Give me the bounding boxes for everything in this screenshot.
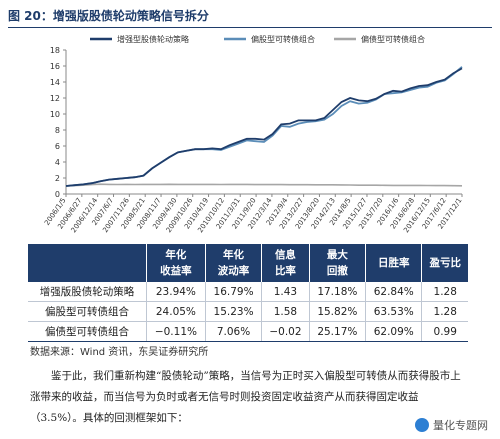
series-line-enhanced-strategy — [65, 67, 463, 187]
table-cell: 7.06% — [204, 321, 262, 342]
header-cell: 盈亏比 — [421, 244, 468, 282]
table-cell: 1.28 — [421, 282, 468, 302]
header-cell: 信息 比率 — [261, 244, 310, 282]
legend-label: 偏股型可转债组合 — [251, 34, 315, 44]
table-cell: 17.18% — [308, 282, 366, 302]
table-cell: 25.17% — [308, 321, 366, 342]
table-cell: 23.94% — [145, 282, 206, 302]
table-cell: 偏股型可转债组合 — [28, 301, 147, 322]
table-cell: −0.02 — [261, 321, 310, 342]
watermark-text: 量化专题网 — [433, 419, 488, 432]
table-cell: 24.05% — [145, 301, 206, 322]
table-row: 偏债型可转债组合 −0.11% 7.06% −0.02 25.17% 62.09… — [28, 321, 468, 342]
table-cell: 63.53% — [365, 301, 422, 322]
y-tick-label: 0 — [55, 190, 60, 199]
y-tick-label: 6 — [55, 142, 60, 151]
table-cell: 增强版股债轮动策略 — [28, 282, 147, 302]
table-header-row: 年化 收益率 年化 波动率 信息 比率 最大 回撤 日胜率 盈亏比 — [28, 244, 468, 282]
watermark-logo-icon — [415, 418, 429, 432]
table-cell: 15.23% — [204, 301, 262, 322]
table-cell: 15.82% — [308, 301, 366, 322]
table-cell: 62.09% — [365, 321, 422, 342]
table-cell: −0.11% — [145, 321, 206, 342]
table-cell: 偏债型可转债组合 — [28, 321, 147, 342]
data-source-note: 数据来源：Wind 资讯，东吴证券研究所 — [30, 347, 209, 358]
legend-label: 偏债型可转债组合 — [361, 34, 425, 44]
y-tick-label: 14 — [50, 78, 60, 87]
watermark: 量化专题网 — [415, 417, 488, 433]
y-tick-label: 10 — [50, 110, 60, 119]
y-tick-label: 4 — [55, 158, 60, 167]
table-row: 增强版股债轮动策略 23.94% 16.79% 1.43 17.18% 62.8… — [28, 282, 468, 302]
table-cell: 62.84% — [365, 282, 422, 302]
y-tick-label: 2 — [55, 174, 60, 183]
body-paragraph: 鉴于此，我们重新构建“股债轮动”策略，当信号为正时买入偏股型可转债从而获得股市上… — [30, 370, 461, 424]
header-cell: 年化 波动率 — [204, 244, 262, 282]
performance-table: 年化 收益率 年化 波动率 信息 比率 最大 回撤 日胜率 盈亏比 增强版股债轮动策略 … — [28, 244, 468, 342]
header-cell: 日胜率 — [365, 244, 422, 282]
y-tick-label: 16 — [50, 62, 60, 71]
table-cell: 1.28 — [421, 301, 468, 322]
table-cell: 0.99 — [421, 321, 468, 342]
legend-label: 增强型股债轮动策略 — [117, 34, 189, 44]
series-line-equity-convertible — [65, 66, 463, 187]
table-cell: 1.58 — [261, 301, 310, 322]
table-cell: 16.79% — [204, 282, 262, 302]
y-tick-label: 8 — [55, 126, 60, 135]
table-cell: 1.43 — [261, 282, 310, 302]
line-chart: 0246810121416182006/1/52006/6/272006/12/… — [43, 34, 464, 234]
series-line-bond-convertible — [65, 183, 463, 187]
table-row: 偏股型可转债组合 24.05% 15.23% 1.58 15.82% 63.53… — [28, 301, 468, 322]
header-cell — [28, 244, 147, 282]
y-tick-label: 12 — [50, 94, 60, 103]
header-cell: 最大 回撤 — [308, 244, 366, 282]
y-tick-label: 18 — [50, 46, 60, 55]
figure-title: 图 20：增强版股债轮动策略信号拆分 — [8, 6, 492, 28]
header-cell: 年化 收益率 — [145, 244, 206, 282]
